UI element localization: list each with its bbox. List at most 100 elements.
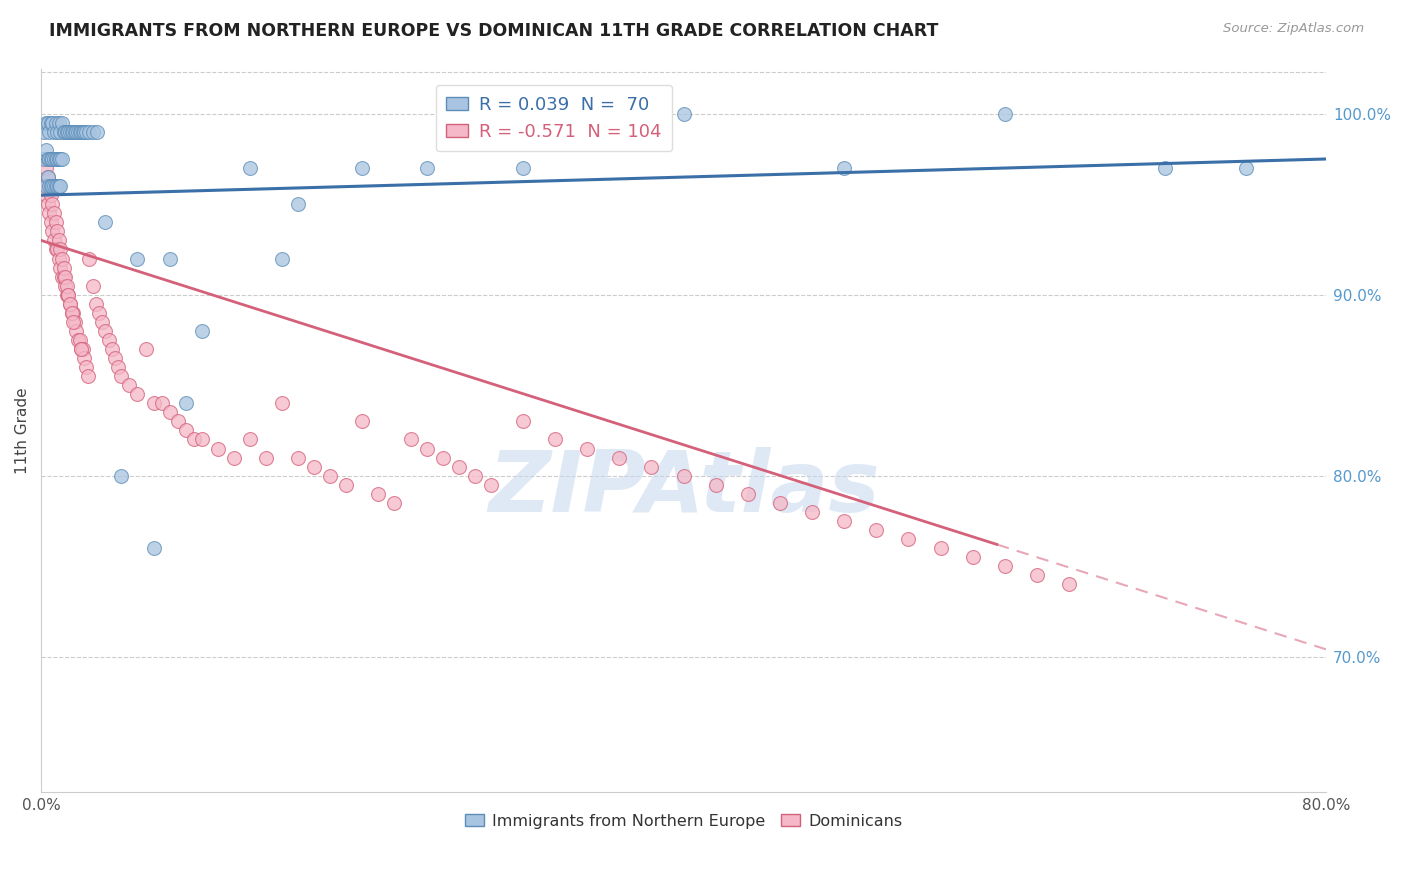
- Point: [352, 414, 374, 428]
- Point: [49, 179, 72, 194]
- Point: [97, 333, 120, 347]
- Point: [672, 468, 695, 483]
- Text: IMMIGRANTS FROM NORTHERN EUROPE VS DOMINICAN 11TH GRADE CORRELATION CHART: IMMIGRANTS FROM NORTHERN EUROPE VS DOMIN…: [49, 22, 939, 40]
- Point: [60, 306, 83, 320]
- Point: [51, 269, 73, 284]
- Point: [118, 378, 141, 392]
- Point: [60, 306, 83, 320]
- Point: [62, 125, 84, 139]
- Point: [42, 125, 65, 139]
- Point: [127, 252, 149, 266]
- Point: [384, 496, 406, 510]
- Point: [962, 550, 984, 565]
- Point: [46, 179, 69, 194]
- Point: [45, 179, 67, 194]
- Point: [38, 125, 60, 139]
- Point: [65, 324, 87, 338]
- Point: [56, 287, 79, 301]
- Point: [52, 125, 75, 139]
- Point: [73, 351, 96, 365]
- Point: [37, 152, 59, 166]
- Point: [58, 287, 80, 301]
- Point: [35, 188, 58, 202]
- Point: [38, 179, 60, 194]
- Point: [415, 442, 437, 456]
- Point: [91, 315, 114, 329]
- Point: [79, 252, 101, 266]
- Point: [672, 107, 695, 121]
- Point: [39, 152, 62, 166]
- Point: [335, 477, 357, 491]
- Point: [35, 161, 58, 175]
- Point: [352, 161, 374, 175]
- Point: [512, 161, 534, 175]
- Point: [48, 116, 70, 130]
- Point: [38, 206, 60, 220]
- Point: [287, 450, 309, 465]
- Point: [49, 243, 72, 257]
- Point: [41, 179, 63, 194]
- Point: [86, 125, 108, 139]
- Point: [45, 243, 67, 257]
- Point: [62, 315, 84, 329]
- Point: [769, 496, 792, 510]
- Point: [994, 559, 1017, 574]
- Point: [929, 541, 952, 555]
- Point: [41, 197, 63, 211]
- Point: [127, 387, 149, 401]
- Point: [319, 468, 342, 483]
- Point: [222, 450, 245, 465]
- Point: [48, 179, 70, 194]
- Point: [994, 107, 1017, 121]
- Point: [75, 125, 97, 139]
- Point: [84, 297, 107, 311]
- Point: [35, 179, 58, 194]
- Point: [302, 459, 325, 474]
- Point: [37, 116, 59, 130]
- Point: [607, 450, 630, 465]
- Point: [512, 414, 534, 428]
- Point: [110, 369, 132, 384]
- Point: [34, 152, 56, 166]
- Point: [239, 161, 262, 175]
- Point: [166, 414, 188, 428]
- Point: [49, 260, 72, 275]
- Point: [640, 459, 662, 474]
- Point: [48, 234, 70, 248]
- Point: [53, 278, 76, 293]
- Point: [544, 433, 567, 447]
- Point: [62, 306, 84, 320]
- Point: [58, 287, 80, 301]
- Point: [63, 315, 86, 329]
- Point: [464, 468, 486, 483]
- Point: [46, 224, 69, 238]
- Point: [737, 487, 759, 501]
- Point: [42, 152, 65, 166]
- Point: [415, 161, 437, 175]
- Point: [46, 125, 69, 139]
- Point: [69, 333, 91, 347]
- Point: [399, 433, 422, 447]
- Point: [865, 523, 887, 537]
- Point: [101, 342, 124, 356]
- Point: [63, 125, 86, 139]
- Point: [67, 125, 90, 139]
- Point: [142, 396, 165, 410]
- Point: [897, 532, 920, 546]
- Point: [75, 360, 97, 375]
- Point: [190, 433, 212, 447]
- Point: [447, 459, 470, 474]
- Point: [48, 152, 70, 166]
- Point: [174, 396, 197, 410]
- Point: [41, 224, 63, 238]
- Point: [56, 278, 79, 293]
- Point: [49, 125, 72, 139]
- Point: [287, 197, 309, 211]
- Point: [49, 152, 72, 166]
- Point: [70, 125, 93, 139]
- Point: [51, 252, 73, 266]
- Point: [159, 405, 181, 419]
- Point: [150, 396, 173, 410]
- Point: [45, 116, 67, 130]
- Point: [271, 252, 294, 266]
